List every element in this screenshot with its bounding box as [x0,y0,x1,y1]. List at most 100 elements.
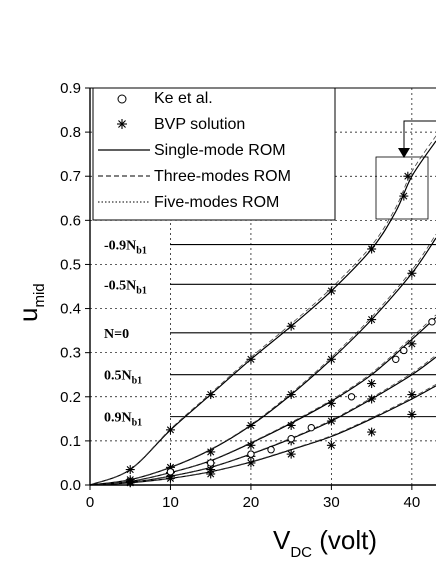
legend-label: Five-modes ROM [154,194,279,211]
x-axis-label: VDC (volt) [273,525,377,561]
zoom-arrow-line [403,120,436,150]
asterisk-stroke [207,448,215,456]
ke-point [307,423,315,432]
legend-label: BVP solution [154,116,245,133]
legend-label: Ke et al. [154,90,213,107]
annotation-lines [170,244,436,418]
asterisk-stroke [247,355,255,363]
legend-circle-icon [117,94,127,104]
bvp-point [326,440,336,450]
asterisk-stroke [207,391,215,399]
asterisk-stroke [207,470,215,478]
bvp-point [367,315,377,325]
three-modes-rom-curve [89,234,436,486]
bvp-point [286,420,296,430]
bvp-point [326,398,336,408]
asterisk-stroke [327,287,335,295]
y-axis-label: umid [13,283,48,322]
asterisk-stroke [247,421,255,430]
bvp-point [367,244,377,254]
y-tick-label: 0.8 [60,124,81,141]
asterisk-stroke [408,410,416,418]
asterisk-stroke [118,120,126,128]
bvp-point [399,191,409,201]
asterisk-stroke [400,192,408,200]
legend-asterisk-icon [117,119,127,129]
x-tick-label: 0 [86,494,94,511]
asterisk-stroke [166,426,175,434]
bvp-point [206,447,216,457]
single-mode-rom-curve [89,385,436,486]
curve-label: N=0 [104,327,129,342]
bvp-point [246,420,256,430]
ke-point [400,346,408,355]
curve-label: -0.9Nb1 [104,239,147,257]
y-tick-label: 0.0 [60,477,81,494]
asterisk-stroke [287,421,295,430]
tick-labels: 0 10 20 30 40 0.0 0.1 0.2 0.3 0.4 0.5 0.6 0.7 0.8 0.9 [60,80,420,511]
asterisk-stroke [287,322,295,330]
asterisk-stroke [327,355,335,363]
asterisk-stroke [404,172,412,180]
ke-point [428,318,436,326]
bvp-point [206,390,216,400]
bvp-point [407,390,417,400]
bvp-point [206,469,216,479]
bvp-point [367,379,377,389]
legend-label: Single-mode ROM [154,142,286,159]
bvp-point [246,440,256,450]
y-tick-label: 0.4 [60,301,81,318]
curve-label: 0.9Nb1 [104,411,142,429]
asterisk-stroke [327,399,335,407]
bvp-point [165,425,175,435]
x-tick-label: 10 [162,494,179,511]
curve-label: 0.5Nb1 [104,369,142,387]
bvp-point [407,268,417,278]
x-tick-label: 30 [323,494,340,511]
asterisk-stroke [327,417,335,425]
legend-box [92,87,336,221]
y-tick-label: 0.1 [60,433,81,450]
bvp-point [367,427,377,437]
asterisk-stroke [287,450,295,458]
y-tick-label: 0.9 [60,80,81,97]
zoom-box [375,156,429,220]
y-tick-label: 0.3 [60,345,81,362]
ke-point [267,446,275,454]
bvp-point [125,465,135,475]
bvp-point [326,354,336,364]
ke-point [392,355,400,363]
bvp-point [286,390,296,400]
y-tick-label: 0.6 [60,212,81,229]
y-tick-label: 0.2 [60,389,81,406]
x-tick-label: 40 [404,494,421,511]
legend: Ke et al. BVP solution Single-mode ROM Thre… [92,87,336,221]
asterisk-stroke [327,441,335,449]
asterisk-stroke [408,391,416,399]
asterisk-stroke [126,465,134,474]
asterisk-stroke [408,269,416,277]
asterisk-stroke [287,391,295,399]
curve-label: -0.5Nb1 [104,278,147,296]
single-mode-rom-curve [89,237,436,486]
bvp-point [407,409,417,419]
ke-point [247,450,255,458]
legend-label: Three-modes ROM [154,168,291,185]
asterisk-stroke [368,245,376,253]
asterisk-stroke [368,428,376,436]
bvp-point [403,171,413,181]
asterisk-stroke [247,441,255,449]
y-tick-label: 0.5 [60,256,81,273]
curve-labels: -0.9Nb1 -0.5Nb1 N=0 0.5Nb1 0.9Nb1 [104,239,147,429]
asterisk-stroke [368,316,376,324]
bvp-point [407,339,417,349]
ke-point [347,393,356,401]
asterisk-stroke [166,474,175,482]
bvp-point [246,354,256,364]
ke-point [287,434,295,443]
bvp-point [246,458,256,468]
bvp-point [326,286,336,296]
asterisk-stroke [408,340,416,348]
bvp-point [367,394,377,404]
